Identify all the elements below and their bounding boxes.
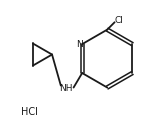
Text: Cl: Cl	[115, 16, 123, 25]
Text: NH: NH	[59, 84, 73, 93]
Text: HCl: HCl	[21, 107, 38, 117]
Text: N: N	[76, 40, 83, 49]
